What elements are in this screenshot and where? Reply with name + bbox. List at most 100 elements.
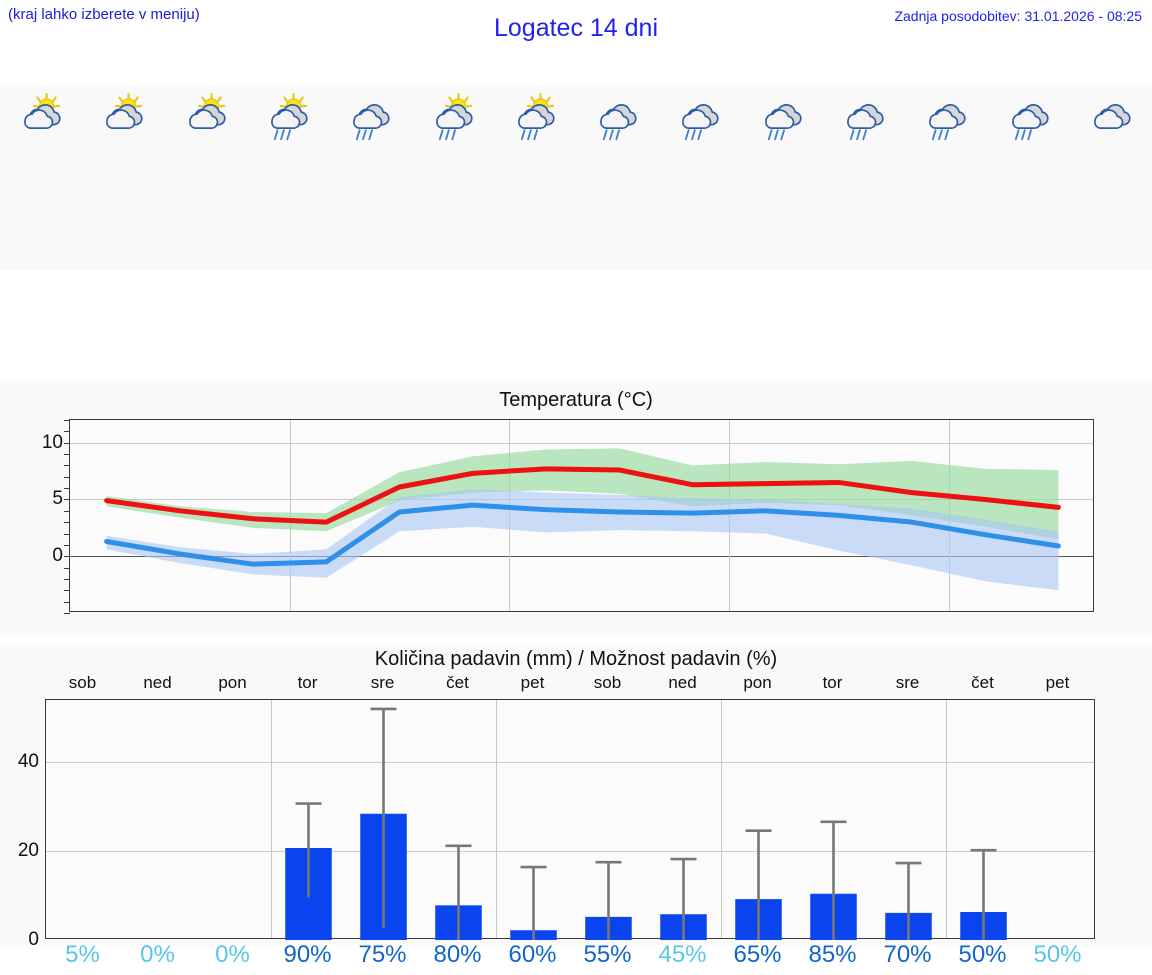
- temperature-y-axis-label: 10: [41, 431, 63, 453]
- precipitation-day-label: sre: [370, 673, 395, 692]
- temperature-range-band: [106, 448, 1059, 540]
- precipitation-probability-label: 50%: [958, 941, 1007, 968]
- temperature-y-axis-tick: [64, 613, 70, 614]
- precipitation-probability-label: 0%: [215, 941, 250, 968]
- precipitation-error-bar: [820, 820, 847, 940]
- precipitation-probability-label: 80%: [433, 941, 482, 968]
- precipitation-vertical-gridline: [271, 700, 272, 938]
- day-column[interactable]: [247, 85, 329, 270]
- day-column[interactable]: [329, 85, 411, 270]
- precipitation-day-label: pon: [218, 673, 247, 692]
- temperature-y-axis-tick: [64, 431, 70, 433]
- sun-cloud-icon: [175, 92, 237, 140]
- cloud-rain-icon: [998, 92, 1060, 141]
- temperature-y-axis-tick: [64, 556, 70, 558]
- precipitation-day-label: ned: [668, 673, 697, 692]
- cloud-rain-icon: [668, 92, 730, 141]
- precipitation-error-bar: [895, 861, 922, 940]
- precipitation-y-axis-label: 20: [17, 840, 39, 862]
- precipitation-probability-label: 90%: [283, 941, 332, 968]
- temperature-gridline: [70, 556, 1093, 558]
- day-column[interactable]: [905, 85, 987, 270]
- temperature-y-axis-tick: [64, 544, 70, 546]
- temperature-y-axis-tick: [64, 510, 70, 512]
- precipitation-probability-label: 65%: [733, 941, 782, 968]
- precipitation-probability-label: 60%: [508, 941, 557, 968]
- day-column[interactable]: [658, 85, 740, 270]
- day-column[interactable]: [82, 85, 164, 270]
- temperature-y-axis-tick: [64, 465, 70, 467]
- cloud-rain-icon: [915, 92, 977, 141]
- precipitation-day-label: sob: [593, 673, 622, 692]
- sun-cloud-rain-icon: [257, 92, 319, 141]
- day-column[interactable]: [411, 85, 493, 270]
- sun-cloud-icon: [10, 92, 72, 140]
- day-column[interactable]: [1070, 85, 1152, 270]
- precipitation-error-bar: [745, 829, 772, 940]
- precipitation-error-bar: [370, 707, 397, 928]
- precipitation-probability-labels: 5% 0% 0% 90% 75% 80% 60% 55% 45% 65% 85% 70% 50% 50%: [45, 941, 1095, 973]
- temperature-y-axis-tick: [64, 476, 70, 478]
- temperature-y-axis-tick: [64, 420, 70, 421]
- precipitation-probability-label: 5%: [65, 941, 100, 968]
- precipitation-day-label: ned: [143, 673, 172, 692]
- temperature-line: [104, 502, 1061, 567]
- precipitation-chart-title: Količina padavin (mm) / Možnost padavin …: [374, 648, 778, 670]
- precipitation-vertical-gridline: [721, 700, 722, 938]
- cloud-rain-icon: [586, 92, 648, 141]
- daily-forecast-strip: [0, 85, 1152, 270]
- temperature-plot-area: 0 5 10: [42, 419, 1094, 614]
- temperature-chart-title: Temperatura (°C): [499, 389, 653, 411]
- precipitation-day-label: pet: [1045, 673, 1070, 692]
- precipitation-y-axis-label: 0: [28, 929, 39, 950]
- precipitation-day-label: pon: [743, 673, 772, 692]
- menu-hint-text: (kraj lahko izberete v meniju): [8, 6, 200, 23]
- day-column[interactable]: [0, 85, 82, 270]
- temperature-y-axis-label: 5: [52, 488, 63, 510]
- last-updated-text: Zadnja posodobitev: 31.01.2026 - 08:25: [894, 8, 1142, 24]
- precipitation-y-axis-label: 40: [17, 751, 39, 773]
- temperature-y-axis-tick: [64, 488, 70, 490]
- temperature-y-axis-tick: [64, 590, 70, 592]
- precipitation-gridline: [46, 851, 1094, 853]
- precipitation-day-label: pet: [520, 673, 545, 692]
- cloud-rain-icon: [833, 92, 895, 141]
- temperature-y-axis-tick: [64, 601, 70, 603]
- day-column[interactable]: [987, 85, 1069, 270]
- precipitation-error-bar: [670, 857, 697, 940]
- temperature-y-axis-tick: [64, 522, 70, 524]
- page-header: (kraj lahko izberete v meniju) Logatec 1…: [0, 0, 1152, 62]
- temperature-gridline: [70, 442, 1093, 444]
- temperature-y-axis-tick: [64, 442, 70, 444]
- day-column[interactable]: [823, 85, 905, 270]
- temperature-y-axis-tick: [64, 578, 70, 580]
- day-column[interactable]: [741, 85, 823, 270]
- day-column[interactable]: [165, 85, 247, 270]
- precipitation-plot-area: 0 20 40: [18, 699, 1095, 950]
- precipitation-probability-label: 70%: [883, 941, 932, 968]
- precipitation-probability-label: 0%: [140, 941, 175, 968]
- precipitation-vertical-gridline: [946, 700, 947, 938]
- page-title: Logatec 14 dni: [493, 14, 659, 42]
- precipitation-day-label: tor: [822, 673, 843, 692]
- day-column[interactable]: [576, 85, 658, 270]
- precipitation-day-labels: sob ned pon tor sre čet pet sob ned pon tor sre čet p…: [45, 673, 1095, 697]
- cloud-rain-icon: [751, 92, 813, 141]
- precipitation-day-label: čet: [446, 673, 469, 692]
- precipitation-error-bar: [445, 844, 472, 940]
- precipitation-error-bar: [595, 860, 622, 940]
- temperature-series-canvas: [104, 448, 1061, 591]
- precipitation-error-bar: [520, 865, 547, 940]
- temperature-y-axis-tick: [64, 499, 70, 501]
- precipitation-probability-label: 50%: [1033, 941, 1082, 968]
- precipitation-error-bar: [970, 848, 997, 940]
- day-column[interactable]: [494, 85, 576, 270]
- temperature-y-axis-tick: [64, 454, 70, 456]
- precipitation-probability-label: 55%: [583, 941, 632, 968]
- precipitation-probability-label: 45%: [658, 941, 707, 968]
- sun-cloud-icon: [92, 92, 154, 140]
- sun-cloud-rain-icon: [504, 92, 566, 141]
- precipitation-bars-canvas: [285, 707, 1007, 940]
- cloud-rain-icon: [339, 92, 401, 141]
